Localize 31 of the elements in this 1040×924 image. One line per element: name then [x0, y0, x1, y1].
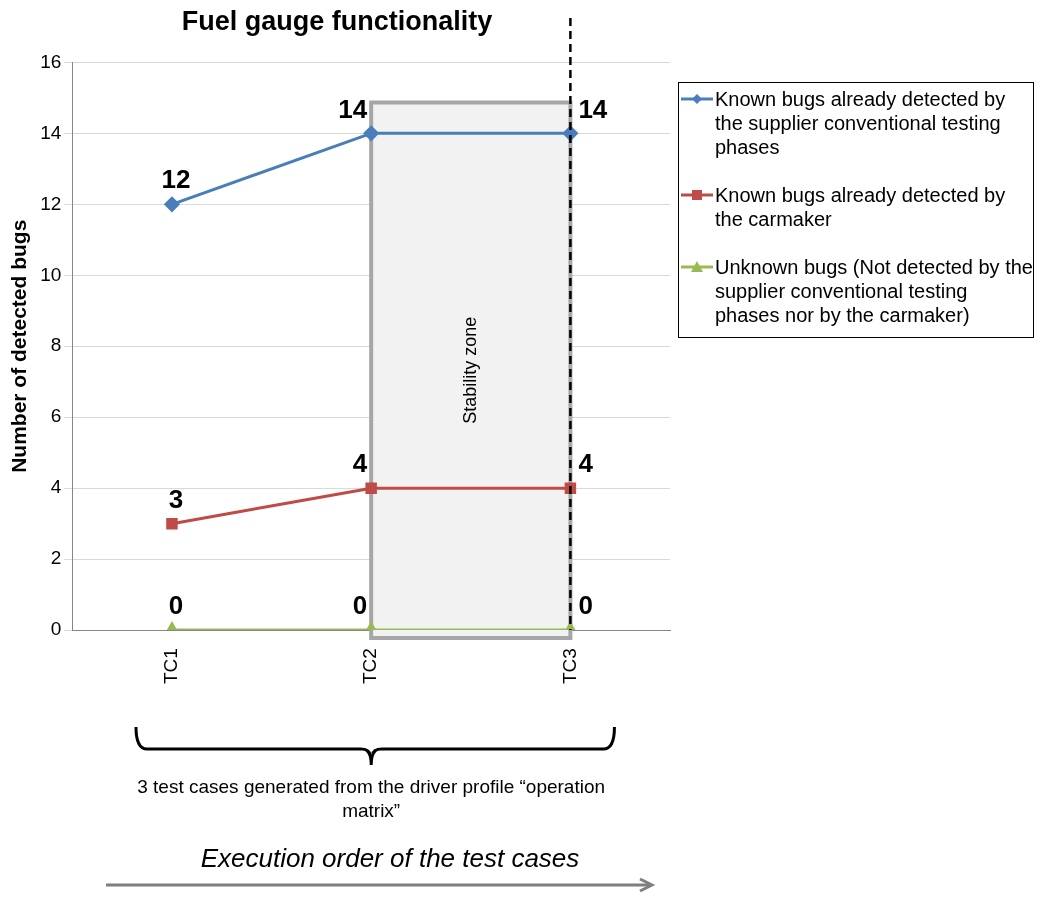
y-tick-label: 0: [50, 618, 62, 640]
y-tick-label: 16: [40, 50, 62, 72]
legend-label: Known bugs already detected by the supplier conventional testing phases: [715, 87, 1007, 159]
data-label: 4: [352, 448, 368, 479]
data-label: 12: [161, 164, 191, 195]
data-label: 14: [338, 93, 368, 124]
text: 3 test cases generated from the driver profile “operation matrix”: [136, 775, 607, 824]
data-label: 3: [168, 483, 184, 514]
y-tick-label: 2: [50, 547, 62, 569]
y-tick-label: 4: [50, 476, 62, 498]
data-label: 0: [352, 590, 368, 621]
x-tick-label: TC2: [359, 648, 381, 685]
data-label: 4: [578, 448, 594, 479]
y-tick-label: 6: [50, 405, 62, 427]
text: Execution order of the test cases: [199, 843, 581, 875]
y-tick-label: 12: [40, 192, 62, 214]
y-tick-label: 10: [40, 263, 62, 285]
point: [164, 196, 180, 212]
data-label: 0: [578, 590, 593, 621]
x-tick-label: TC3: [558, 648, 580, 685]
data-label: 14: [578, 93, 608, 124]
legend-label: Unknown bugs (Not detected by the supplier conventional testing phases nor by the carmaker): [715, 255, 1033, 327]
y-tick-label: 14: [40, 121, 62, 143]
x-tick-label: TC1: [160, 648, 182, 685]
legend-label: Known bugs already detected by the carmaker: [715, 183, 1007, 231]
point: [363, 125, 379, 141]
y-axis-title: Number of detected bugs: [7, 219, 31, 473]
chart-title: Fuel gauge functionality: [181, 5, 493, 36]
band-label: Stability zone: [459, 316, 480, 424]
data-label: 0: [168, 590, 184, 621]
y-tick-label: 8: [50, 334, 62, 356]
